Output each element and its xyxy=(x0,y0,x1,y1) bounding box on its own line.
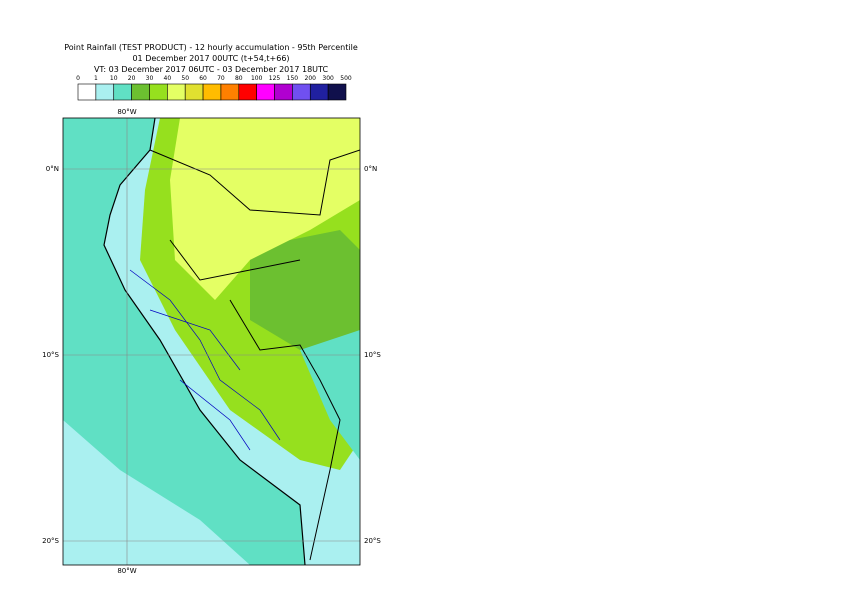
coastline xyxy=(103,118,306,565)
legend-label: 150 xyxy=(287,75,299,82)
region-border xyxy=(129,269,281,451)
title-line: VT: 03 December 2017 06UTC - 03 December… xyxy=(94,65,328,74)
rain-area xyxy=(250,230,360,360)
legend: 0 1 10 20 30 40 50 60 70 80 100 125 150 200 300 500 xyxy=(76,75,352,101)
legend-swatch xyxy=(220,83,240,101)
legend-label: 40 xyxy=(164,75,172,82)
lon-label: 80°W xyxy=(117,567,136,575)
legend-label: 100 xyxy=(251,75,263,82)
legend-label: 200 xyxy=(305,75,317,82)
rain-area xyxy=(300,330,360,460)
legend-label: 60 xyxy=(199,75,207,82)
lat-label: 10°S xyxy=(364,351,381,359)
lat-label: 0°N xyxy=(46,165,59,173)
title-line: Point Rainfall (TEST PRODUCT) - 12 hourl… xyxy=(64,43,358,52)
rain-area xyxy=(170,118,360,300)
legend-swatch xyxy=(292,83,311,101)
lat-label: 20°S xyxy=(42,537,59,545)
legend-label: 20 xyxy=(128,75,136,82)
legend-swatch xyxy=(149,83,168,101)
lat-label: 20°S xyxy=(364,537,381,545)
lat-label: 0°N xyxy=(364,165,377,173)
legend-swatch xyxy=(238,83,257,101)
legend-label: 300 xyxy=(322,75,334,82)
legend-swatch xyxy=(327,83,347,101)
legend-swatch xyxy=(274,83,293,101)
legend-label: 500 xyxy=(340,75,352,82)
legend-swatch xyxy=(113,83,132,101)
legend-label: 30 xyxy=(146,75,154,82)
legend-label: 125 xyxy=(269,75,281,82)
legend-swatch xyxy=(77,83,97,101)
legend-label: 10 xyxy=(110,75,118,82)
legend-label: 70 xyxy=(217,75,225,82)
legend-label: 50 xyxy=(181,75,189,82)
legend-swatch xyxy=(131,83,150,101)
title-line: 01 December 2017 00UTC (t+54,t+66) xyxy=(132,54,289,63)
map xyxy=(63,118,360,565)
legend-swatch xyxy=(309,83,329,101)
legend-label: 80 xyxy=(235,75,243,82)
border xyxy=(149,149,360,561)
legend-swatch xyxy=(184,83,204,101)
legend-label: 0 xyxy=(76,75,80,82)
ocean-light xyxy=(63,420,250,565)
legend-swatch xyxy=(167,83,186,101)
legend-swatch xyxy=(202,83,222,101)
legend-label: 1 xyxy=(94,75,98,82)
lon-label: 80°W xyxy=(117,108,136,116)
lat-label: 10°S xyxy=(42,351,59,359)
legend-swatch xyxy=(256,83,275,101)
map-frame xyxy=(62,117,361,566)
legend-swatch xyxy=(95,83,115,101)
